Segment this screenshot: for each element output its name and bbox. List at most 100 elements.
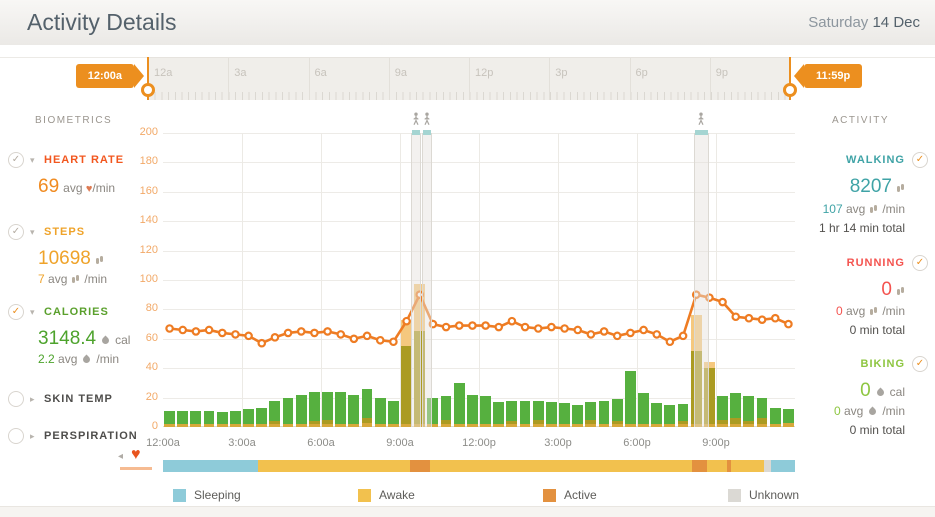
steps-bar-segment: [769, 424, 781, 427]
chevron-down-icon[interactable]: ▾: [30, 154, 35, 165]
checkbox-perspiration[interactable]: [8, 428, 24, 444]
biometric-heart-rate-toggle[interactable]: ✓ ▾ HEART RATE: [8, 152, 124, 168]
steps-bar-segment: [532, 424, 544, 427]
activity-strip-segment[interactable]: [770, 460, 795, 472]
activity-running-toggle[interactable]: RUNNING ✓: [847, 255, 928, 271]
activity-state-strip[interactable]: [163, 460, 795, 472]
y-axis-tick-label: 200: [139, 126, 158, 138]
y-axis-metric-pager[interactable]: ◂ ♥: [118, 446, 164, 472]
biometric-skin-temp-toggle[interactable]: ▸ SKIN TEMP: [8, 391, 113, 407]
biometric-steps-toggle[interactable]: ✓ ▾ STEPS: [8, 224, 85, 240]
time-range-scrubber[interactable]: 12a 3a 6a 9a 12p 3p 6p 9p 12:00a 11:59p: [0, 45, 935, 101]
biometrics-sidebar: BIOMETRICS ✓ ▾ HEART RATE 69 avg ♥/min ✓…: [0, 100, 160, 517]
chevron-down-icon[interactable]: ▾: [30, 306, 35, 317]
timeline-ruler[interactable]: 12a 3a 6a 9a 12p 3p 6p 9p: [148, 57, 790, 100]
gridline-vertical: [400, 133, 401, 427]
steps-bar-segment: [308, 391, 320, 422]
end-time-flag[interactable]: 11:59p: [793, 64, 863, 88]
activity-strip-segment[interactable]: [691, 460, 708, 472]
steps-bar-segment: [269, 421, 281, 425]
checkbox-running[interactable]: ✓: [912, 255, 928, 271]
y-axis-tick-label: 140: [139, 214, 158, 227]
activity-strip-segment[interactable]: [429, 460, 692, 472]
steps-bar-segment: [703, 424, 715, 427]
activity-strip-segment[interactable]: [731, 460, 765, 472]
heart-rate-point: [310, 328, 319, 338]
droplet-icon: [81, 354, 92, 365]
steps-bar-segment: [677, 424, 689, 427]
steps-bar-segment: [690, 350, 702, 425]
steps-bar-segment: [374, 424, 386, 427]
timeline-handle-grip[interactable]: [141, 83, 155, 97]
droplet-icon: [875, 387, 886, 398]
steps-bar-segment: [611, 421, 623, 425]
x-axis-tick-label: 3:00a: [228, 437, 256, 449]
biometric-perspiration-toggle[interactable]: ▸ PERSPIRATION: [8, 428, 138, 444]
start-time-flag[interactable]: 12:00a: [75, 64, 145, 88]
checkbox-heart-rate[interactable]: ✓: [8, 152, 24, 168]
footsteps-icon: [870, 205, 878, 213]
heart-rate-point: [191, 327, 201, 336]
heart-rate-point: [494, 322, 504, 332]
checkbox-biking[interactable]: ✓: [912, 356, 928, 372]
checkbox-walking[interactable]: ✓: [912, 152, 928, 168]
chevron-down-icon[interactable]: ▾: [30, 226, 35, 237]
steps-bar-segment: [453, 382, 465, 425]
steps-bar-segment: [203, 424, 215, 427]
heart-rate-point: [349, 334, 359, 344]
walk-event-highlight[interactable]: [422, 112, 432, 427]
steps-bar-segment: [703, 368, 715, 425]
timeline-handle-line[interactable]: [147, 57, 149, 100]
activity-strip-segment[interactable]: [707, 460, 728, 472]
timeline-tick: [709, 58, 711, 100]
activity-biking-toggle[interactable]: BIKING ✓: [861, 356, 928, 372]
walking-total-line: 1 hr 14 min total: [818, 221, 905, 235]
heart-rate-point: [784, 319, 793, 329]
heart-rate-point: [270, 333, 280, 342]
footsteps-icon: [72, 275, 80, 283]
heart-rate-point: [165, 324, 174, 333]
steps-bar-segment: [545, 402, 557, 425]
chevron-right-icon[interactable]: ▸: [30, 393, 35, 404]
activity-strip-segment[interactable]: [727, 460, 732, 472]
steps-bar-segment: [243, 409, 254, 425]
gridline-vertical: [479, 133, 480, 427]
activity-section-title: ACTIVITY: [831, 115, 889, 126]
timeline-handle-grip[interactable]: [783, 83, 797, 97]
running-label: RUNNING: [846, 257, 905, 269]
running-total-line: 0 min total: [849, 323, 905, 337]
activity-walking-toggle[interactable]: WALKING ✓: [846, 152, 928, 168]
steps-bar-segment: [335, 424, 347, 427]
steps-bar-segment: [717, 424, 728, 427]
walk-event-cap: [423, 130, 431, 135]
steps-bar-segment: [348, 424, 360, 427]
timeline-handle-line[interactable]: [789, 57, 791, 100]
walk-event-highlight[interactable]: [693, 112, 709, 427]
activity-strip-segment[interactable]: [764, 460, 771, 472]
checkbox-skin-temp[interactable]: [8, 391, 24, 407]
walk-event-highlight[interactable]: [411, 112, 422, 427]
steps-bar-segment: [624, 371, 636, 425]
heart-rate-value: 69: [38, 176, 60, 197]
activity-strip-segment[interactable]: [163, 460, 258, 472]
biometric-calories-toggle[interactable]: ✓ ▾ CALORIES: [8, 304, 109, 320]
steps-bar-segment: [322, 419, 333, 425]
heart-rate-point: [217, 328, 227, 338]
legend-label: Awake: [379, 488, 415, 502]
steps-bar-segment: [756, 418, 768, 425]
chevron-right-icon[interactable]: ▸: [30, 430, 35, 441]
heart-rate-point: [296, 327, 306, 336]
walk-event-cap: [694, 130, 708, 135]
x-axis-tick-label: 3:00p: [544, 437, 572, 449]
steps-bar-segment: [756, 397, 768, 419]
prev-metric-arrow-icon[interactable]: ◂: [118, 451, 124, 462]
activity-strip-segment[interactable]: [257, 460, 410, 472]
steps-bar-segment: [611, 424, 623, 427]
timeline-tick-label: 3p: [555, 67, 568, 79]
checkbox-calories[interactable]: ✓: [8, 304, 24, 320]
heart-rate-avg-label: avg ♥/min: [63, 181, 116, 195]
steps-bar-segment: [190, 410, 202, 425]
checkbox-steps[interactable]: ✓: [8, 224, 24, 240]
biking-avg-line: 0 avg /min: [833, 404, 905, 418]
activity-strip-segment[interactable]: [410, 460, 430, 472]
